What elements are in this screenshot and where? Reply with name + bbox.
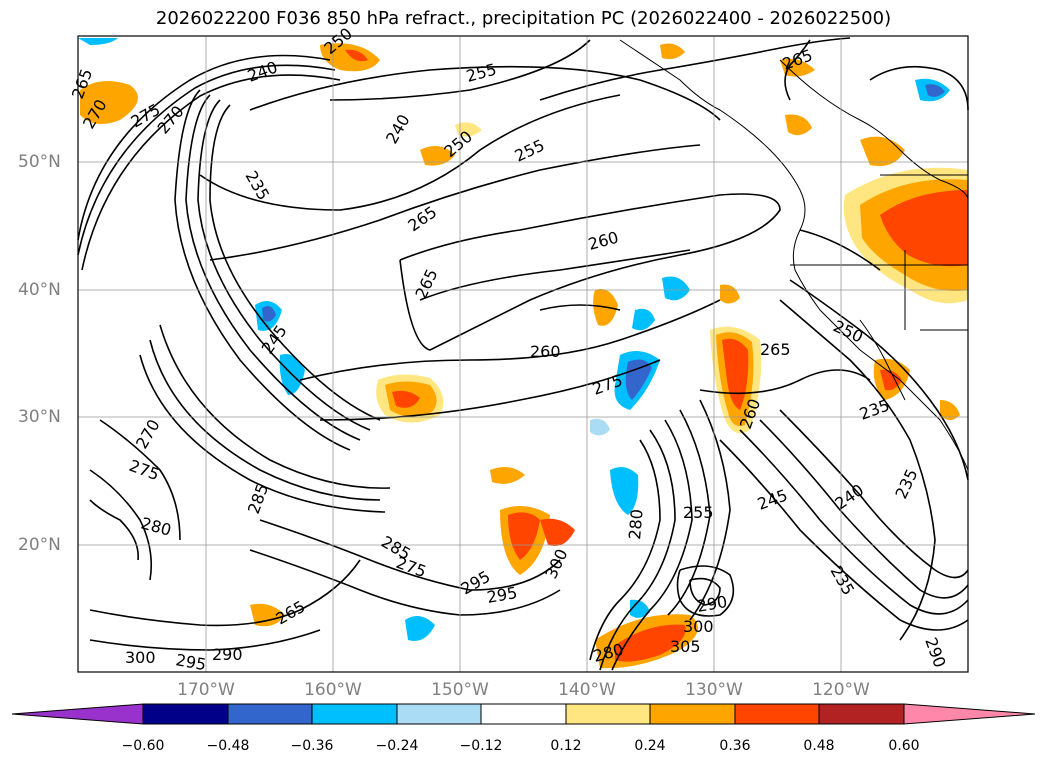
contour-label: 300: [683, 617, 714, 636]
colorbar-tick: −0.36: [290, 738, 334, 754]
lat-label: 40°N: [18, 280, 61, 300]
contour-label: 260: [530, 342, 561, 361]
contour-label: 265: [760, 340, 791, 359]
colorbar-extend-low: [11, 703, 144, 725]
lon-label: 130°W: [685, 680, 743, 700]
map-title: 2026022200 F036 850 hPa refract., precip…: [155, 8, 892, 29]
contour-label: 290: [212, 645, 243, 664]
refractivity-contours: [77, 37, 969, 671]
colorbar-swatch: [142, 703, 229, 725]
lon-label: 170°W: [177, 680, 235, 700]
colorbar-swatch: [396, 703, 482, 725]
contour-label: 235: [891, 466, 921, 502]
contour-label: 265: [404, 202, 440, 235]
colorbar-tick: 0.12: [550, 738, 582, 754]
colorbar-swatch: [818, 703, 905, 725]
contour-label: 255: [464, 60, 498, 86]
colorbar-swatch: [565, 703, 651, 725]
contour-label: 240: [831, 480, 867, 513]
lon-label: 120°W: [812, 680, 870, 700]
colorbar-swatch: [311, 703, 398, 725]
contour-label: 285: [244, 481, 272, 516]
lat-label: 20°N: [18, 535, 61, 555]
contour-label: 265: [273, 597, 309, 629]
contour-label: 295: [485, 583, 518, 607]
lat-label: 30°N: [18, 407, 61, 427]
precip-shading: [80, 43, 968, 669]
contour-label: 300: [541, 546, 571, 582]
contour-label: 240: [382, 111, 414, 147]
contour-label: 235: [857, 395, 892, 423]
contour-label: 270: [132, 416, 164, 452]
contour-label: 280: [625, 508, 647, 540]
contour-label: 275: [394, 553, 429, 581]
gridlines: [78, 36, 968, 672]
contour-label: 275: [127, 456, 162, 484]
contour-labels: 265 270 275 270 240 235 250 240 245 255 …: [68, 24, 950, 674]
contour-label: 255: [512, 135, 548, 165]
map-frame: [77, 35, 969, 673]
colorbar-tick: −0.12: [459, 738, 503, 754]
contour-label: 240: [245, 57, 280, 85]
contour-label: 245: [755, 485, 790, 513]
colorbar-swatch: [227, 703, 313, 725]
colorbar-swatch: [649, 703, 736, 725]
negative-shading: [78, 38, 950, 641]
colorbar: [11, 703, 1036, 725]
colorbar-tick: −0.24: [375, 738, 419, 754]
lon-label: 160°W: [304, 680, 362, 700]
colorbar-tick: 0.24: [634, 738, 666, 754]
colorbar-swatch: [480, 703, 567, 725]
lon-label: 150°W: [431, 680, 489, 700]
coastlines: [619, 39, 969, 471]
contour-label: 290: [921, 635, 949, 670]
contour-label: 260: [586, 228, 620, 254]
contour-label: 235: [827, 563, 859, 599]
colorbar-tick: −0.48: [206, 738, 250, 754]
colorbar-swatch: [734, 703, 820, 725]
contour-label: 280: [139, 514, 173, 540]
colorbar-tick: −0.60: [121, 738, 165, 754]
contour-label: 265: [411, 266, 441, 302]
lon-label: 140°W: [558, 680, 616, 700]
colorbar-tick: 0.60: [888, 738, 920, 754]
contour-label: 305: [670, 637, 701, 656]
colorbar-tick: 0.36: [719, 738, 751, 754]
colorbar-tick: 0.48: [803, 738, 835, 754]
contour-label: 295: [174, 650, 207, 674]
contour-label: 255: [683, 503, 714, 522]
colorbar-extend-high: [903, 703, 1036, 725]
lat-label: 50°N: [18, 152, 61, 172]
contour-label: 300: [125, 648, 156, 667]
